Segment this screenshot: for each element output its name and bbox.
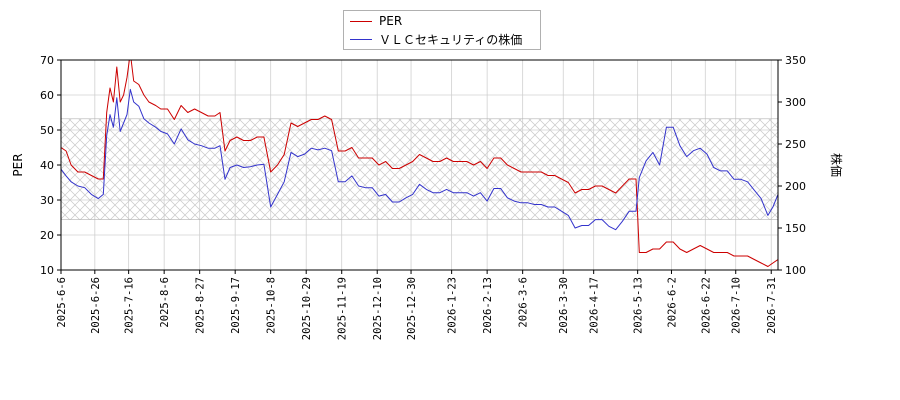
y-right-tick-label: 100 (785, 264, 806, 277)
x-tick-label: 2025-10-8 (266, 277, 278, 334)
x-tick-label: 2026-2-13 (482, 277, 494, 334)
x-tick-label: 2026-3-30 (558, 277, 570, 334)
y-left-tick-label: 10 (40, 264, 54, 277)
hatched-band-area (60, 118, 779, 220)
x-tick-label: 2025-12-10 (372, 277, 384, 340)
series-line-price (61, 88, 778, 231)
series-line-per (61, 60, 778, 267)
x-tick-label: 2026-6-2 (666, 277, 678, 328)
x-tick-label: 2026-7-10 (731, 277, 743, 334)
legend-swatch-price (350, 38, 372, 40)
x-axis: 2025-6-6 2025-6-26 2025-7-16 2025-8-6 2025-8… (56, 270, 778, 340)
x-tick-label: 2026-6-22 (700, 277, 712, 334)
y-right-tick-label: 350 (785, 54, 806, 67)
x-tick-label: 2025-9-17 (230, 277, 242, 334)
x-tick-label: 2026-3-6 (518, 277, 530, 328)
y-left-tick-label: 30 (40, 194, 54, 207)
x-tick-label: 2025-8-6 (159, 277, 171, 328)
y-axis-left-label: PER (11, 153, 25, 176)
y-axis-left: 10 20 30 40 50 60 70 (40, 54, 61, 277)
legend: PER ＶＬＣセキュリティの株価 (343, 10, 541, 50)
x-tick-label: 2025-8-27 (195, 277, 207, 334)
y-left-tick-label: 50 (40, 124, 54, 137)
y-left-tick-label: 40 (40, 159, 54, 172)
y-right-tick-label: 250 (785, 138, 806, 151)
x-tick-label: 2025-7-16 (124, 277, 136, 334)
x-tick-label: 2025-10-29 (301, 277, 313, 340)
legend-swatch-per (350, 20, 372, 22)
x-tick-label: 2025-11-19 (337, 277, 349, 340)
x-tick-label: 2026-1-23 (447, 277, 459, 334)
y-left-tick-label: 60 (40, 89, 54, 102)
legend-item-per: PER (350, 13, 402, 29)
hatched-band (60, 118, 779, 220)
legend-item-price: ＶＬＣセキュリティの株価 (350, 31, 522, 47)
y-axis-right: 100 150 200 250 300 350 (778, 54, 806, 277)
y-right-tick-label: 200 (785, 180, 806, 193)
y-right-tick-label: 300 (785, 96, 806, 109)
legend-label-per: PER (379, 14, 403, 28)
x-tick-label: 2025-12-30 (406, 277, 418, 340)
series-lines (61, 60, 778, 267)
x-tick-label: 2025-6-6 (56, 277, 68, 328)
y-left-tick-label: 20 (40, 229, 54, 242)
x-tick-label: 2025-6-26 (90, 277, 102, 334)
y-axis-right-label: 株価 (829, 153, 844, 177)
x-tick-label: 2026-4-17 (589, 277, 601, 334)
y-left-tick-label: 70 (40, 54, 54, 67)
y-right-tick-label: 150 (785, 222, 806, 235)
legend-label-price: ＶＬＣセキュリティの株価 (379, 32, 523, 47)
x-tick-label: 2026-7-31 (766, 277, 778, 334)
x-tick-label: 2026-5-13 (633, 277, 645, 334)
